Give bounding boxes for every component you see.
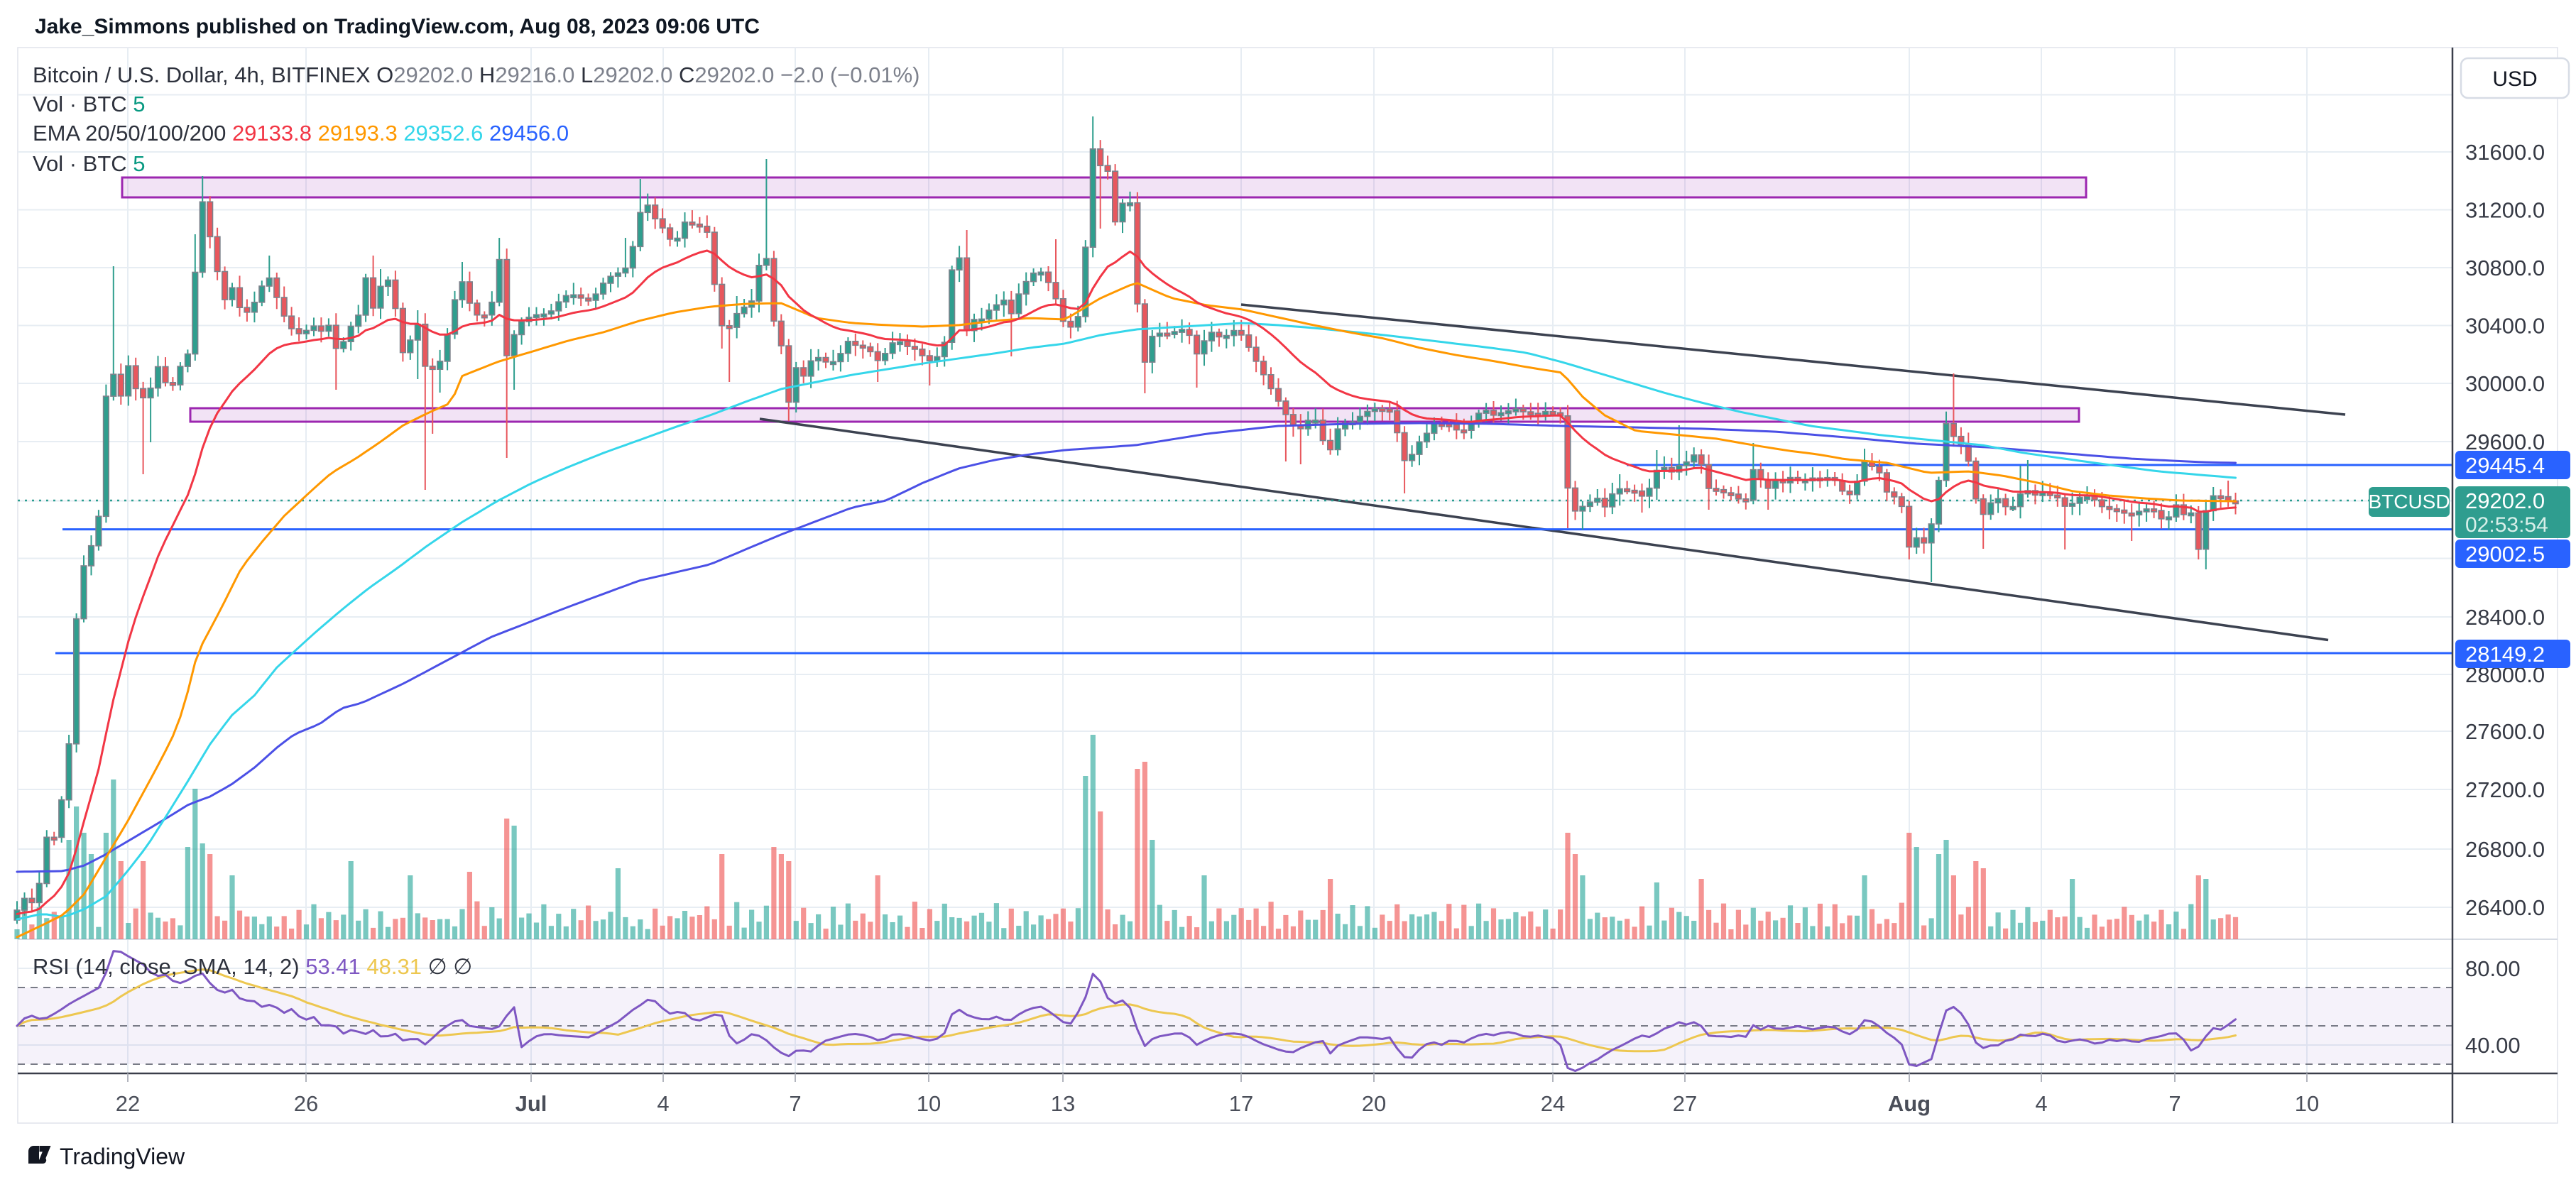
svg-text:28400.0: 28400.0 <box>2465 605 2545 630</box>
svg-text:BTCUSD: BTCUSD <box>2368 491 2450 513</box>
svg-text:26: 26 <box>294 1091 318 1116</box>
svg-text:7: 7 <box>2168 1091 2181 1116</box>
svg-text:10: 10 <box>2295 1091 2319 1116</box>
svg-text:30000.0: 30000.0 <box>2465 371 2545 396</box>
svg-text:Vol · BTC 5: Vol · BTC 5 <box>33 92 146 116</box>
svg-text:27600.0: 27600.0 <box>2465 719 2545 744</box>
svg-text:26400.0: 26400.0 <box>2465 895 2545 920</box>
svg-text:24: 24 <box>1541 1091 1565 1116</box>
svg-text:Jul: Jul <box>515 1091 547 1116</box>
svg-text:13: 13 <box>1051 1091 1075 1116</box>
svg-text:USD: USD <box>2492 67 2537 91</box>
svg-text:7: 7 <box>789 1091 801 1116</box>
svg-text:29445.4: 29445.4 <box>2465 453 2545 478</box>
svg-text:RSI (14, close, SMA, 14, 2) 5: RSI (14, close, SMA, 14, 2) 53.41 48.31 … <box>33 954 472 979</box>
svg-text:Jake_Simmons published on Trad: Jake_Simmons published on TradingView.co… <box>35 15 760 38</box>
svg-text:27: 27 <box>1673 1091 1697 1116</box>
svg-text:28149.2: 28149.2 <box>2465 642 2545 667</box>
svg-text:22: 22 <box>116 1091 140 1116</box>
svg-text:80.00: 80.00 <box>2465 956 2521 981</box>
svg-text:30400.0: 30400.0 <box>2465 314 2545 339</box>
svg-text:31200.0: 31200.0 <box>2465 198 2545 223</box>
svg-text:10: 10 <box>917 1091 941 1116</box>
svg-text:4: 4 <box>657 1091 669 1116</box>
svg-text:26800.0: 26800.0 <box>2465 837 2545 862</box>
svg-text:Bitcoin / U.S. Dollar, 4h, BIT: Bitcoin / U.S. Dollar, 4h, BITFINEX O292… <box>33 62 919 87</box>
svg-text:Vol · BTC 5: Vol · BTC 5 <box>33 151 146 176</box>
svg-text:20: 20 <box>1362 1091 1386 1116</box>
svg-text:Aug: Aug <box>1888 1091 1931 1116</box>
svg-text:29202.0: 29202.0 <box>2465 488 2545 513</box>
svg-text:30800.0: 30800.0 <box>2465 256 2545 280</box>
svg-text:EMA 20/50/100/200 29133.8 29: EMA 20/50/100/200 29133.8 29193.3 29352.… <box>33 121 569 146</box>
svg-text:27200.0: 27200.0 <box>2465 777 2545 802</box>
svg-text:29600.0: 29600.0 <box>2465 430 2545 454</box>
svg-text:29002.5: 29002.5 <box>2465 542 2545 567</box>
svg-text:TradingView: TradingView <box>60 1144 185 1169</box>
svg-text:17: 17 <box>1229 1091 1253 1116</box>
svg-text:02:53:54: 02:53:54 <box>2465 513 2548 537</box>
svg-text:4: 4 <box>2035 1091 2047 1116</box>
svg-text:40.00: 40.00 <box>2465 1033 2521 1058</box>
svg-text:31600.0: 31600.0 <box>2465 140 2545 165</box>
